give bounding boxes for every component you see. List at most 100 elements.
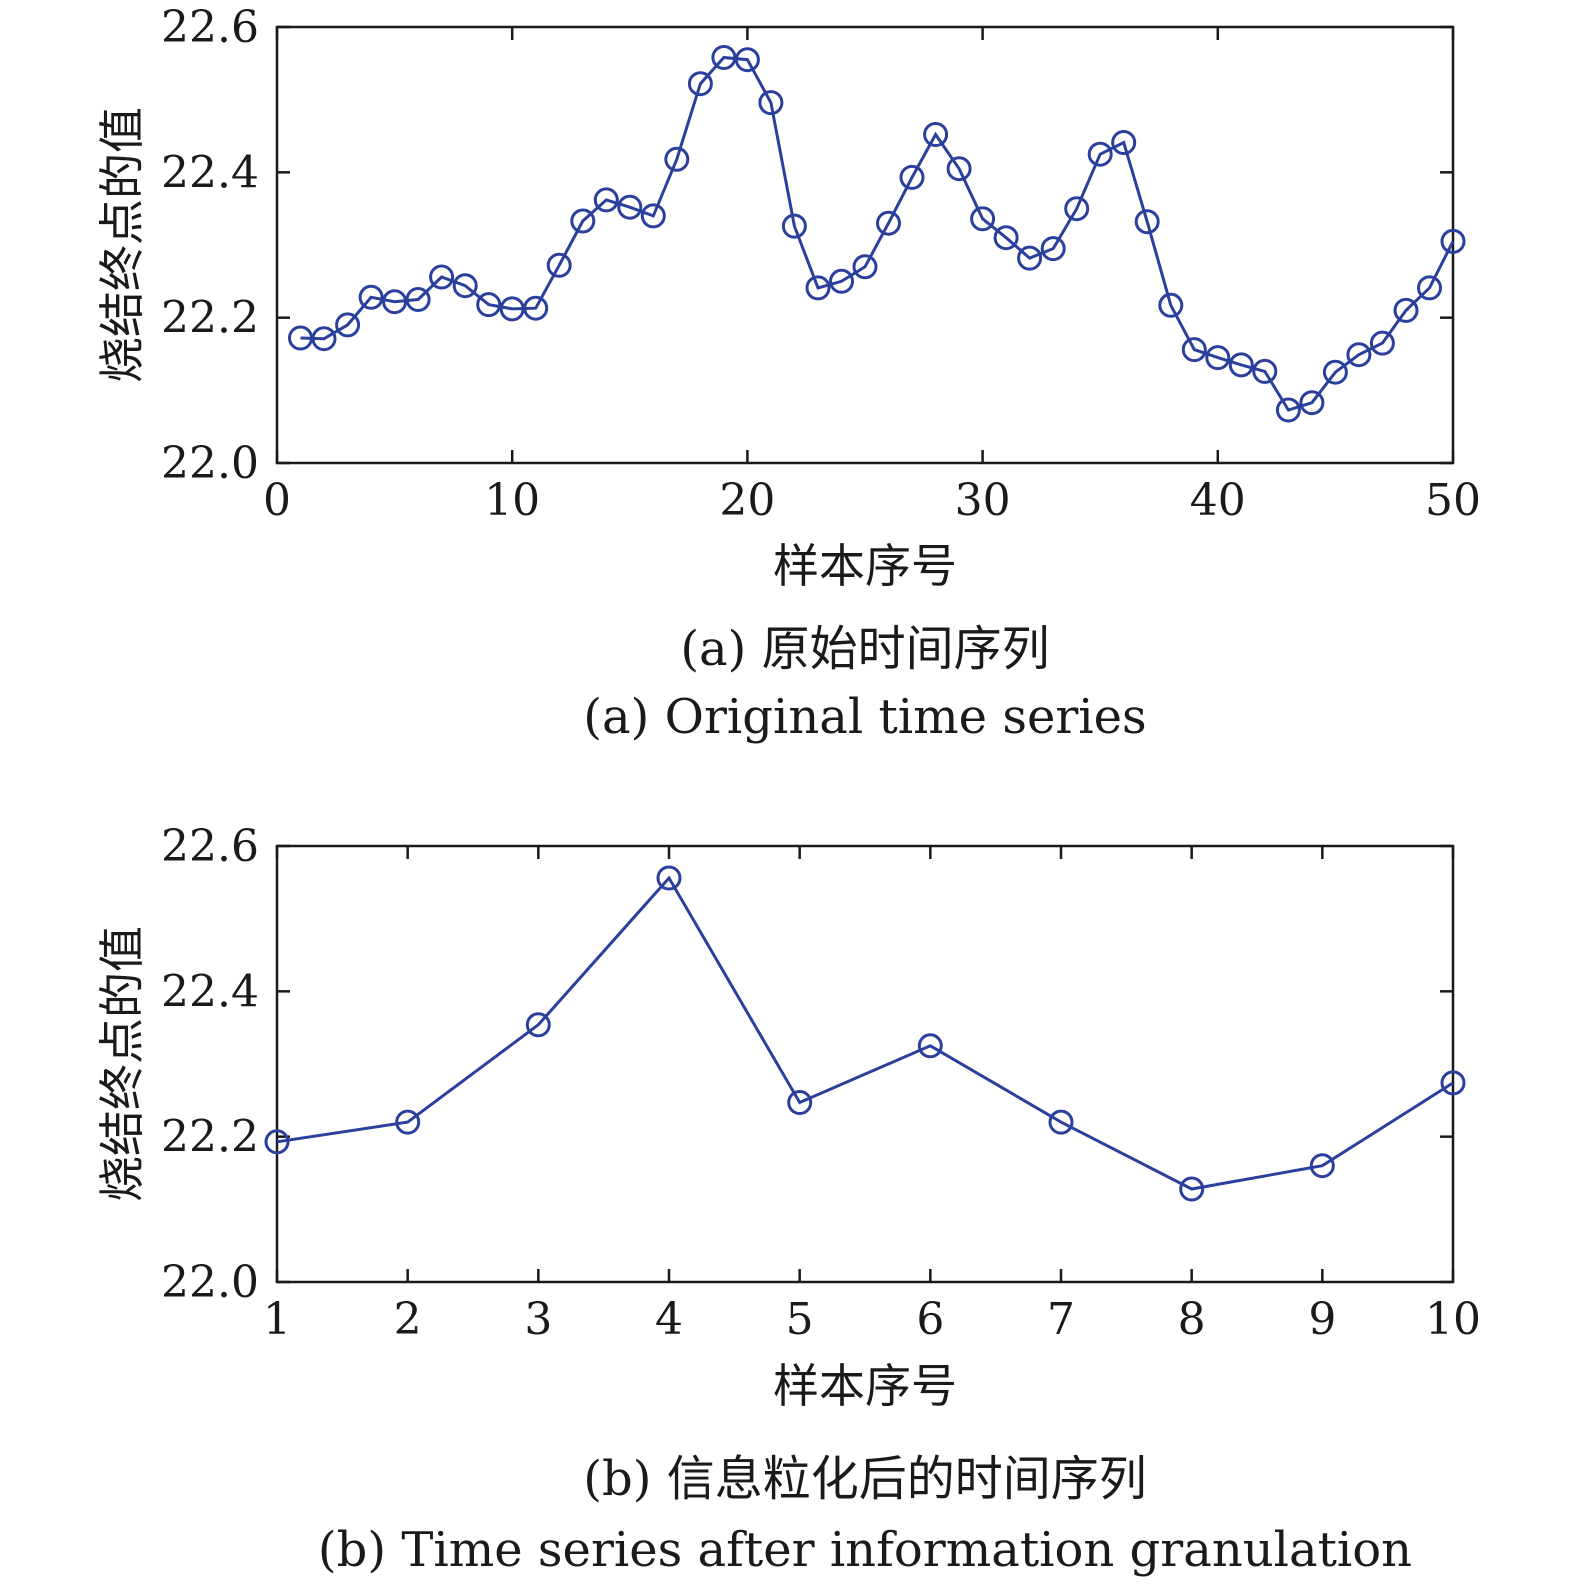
- panel-a-series: [288, 45, 1466, 423]
- panel-b-plot-frame: [275, 844, 1455, 1284]
- x-tick-label: 9: [1308, 1294, 1336, 1345]
- panel-a-caption-en: (a) Original time series: [583, 689, 1146, 745]
- data-point: [358, 284, 384, 310]
- x-tick-label: 30: [955, 475, 1011, 526]
- data-point: [1087, 141, 1113, 167]
- x-tick-label: 40: [1190, 475, 1246, 526]
- x-tick-label: 4: [655, 1294, 683, 1345]
- x-tick-label: 20: [719, 475, 775, 526]
- y-tick-label: 22.2: [161, 293, 259, 344]
- data-point: [711, 45, 737, 70]
- panel-a-y-axis-label: 烧结终点的值: [95, 107, 149, 383]
- panel-a-x-ticks: 0 10 20 30 40 50: [263, 27, 1481, 526]
- data-point: [946, 156, 972, 182]
- data-point: [805, 275, 831, 301]
- data-point: [617, 194, 643, 220]
- x-tick-label: 0: [263, 475, 291, 526]
- panel-b-caption-en: (b) Time series after information granul…: [318, 1522, 1412, 1578]
- data-point: [1111, 130, 1137, 155]
- data-point: [1440, 1070, 1466, 1096]
- data-point: [1205, 345, 1231, 371]
- data-point: [1064, 196, 1090, 222]
- panel-b-x-ticks: 1 2 3 4 5 6 7 8 9 10: [263, 846, 1481, 1345]
- data-point: [1275, 397, 1301, 423]
- data-point: [1134, 209, 1160, 235]
- data-point: [1158, 292, 1184, 318]
- data-point: [405, 287, 431, 312]
- data-point: [993, 225, 1019, 251]
- data-point: [523, 295, 549, 321]
- data-point: [1309, 1153, 1335, 1179]
- data-point: [787, 1090, 813, 1115]
- x-tick-label: 2: [394, 1294, 422, 1345]
- data-point: [1440, 228, 1466, 254]
- data-point: [429, 264, 455, 290]
- y-tick-label: 22.4: [161, 966, 259, 1017]
- data-point: [687, 71, 713, 97]
- data-point: [1040, 236, 1066, 262]
- data-point: [734, 47, 760, 73]
- data-point: [570, 208, 596, 234]
- data-point: [395, 1109, 421, 1135]
- data-point: [656, 865, 682, 891]
- data-point: [1369, 330, 1395, 356]
- data-point: [1181, 337, 1207, 363]
- x-tick-label: 7: [1047, 1294, 1075, 1345]
- panel-a-y-ticks: 22.0 22.2 22.4 22.6: [161, 2, 1453, 489]
- panel-a-x-axis-label: 样本序号: [773, 539, 957, 593]
- data-point: [264, 1129, 290, 1155]
- data-point: [1322, 359, 1348, 385]
- panel-a-plot-frame: [275, 25, 1455, 465]
- data-point: [664, 146, 690, 172]
- data-point: [1346, 342, 1372, 368]
- data-point: [288, 325, 313, 351]
- y-tick-label: 22.6: [161, 2, 259, 53]
- panel-b: 1 2 3 4 5 6 7 8 9 10 22.0 22.2 22.4 22.6 样本序号 烧结终点的值…: [95, 821, 1481, 1578]
- panel-b-caption-zh: (b) 信息粒化后的时间序列: [583, 1451, 1146, 1507]
- x-tick-label: 5: [786, 1294, 814, 1345]
- data-point: [852, 254, 878, 280]
- data-point: [923, 122, 949, 147]
- data-point: [876, 210, 901, 236]
- data-point: [970, 206, 996, 232]
- series-line: [300, 55, 1455, 412]
- panel-b-y-axis-label: 烧结终点的值: [95, 926, 149, 1202]
- data-point: [1228, 352, 1254, 378]
- data-point: [899, 164, 925, 190]
- panel-a-caption-zh: (a) 原始时间序列: [680, 621, 1049, 677]
- data-point: [546, 252, 572, 278]
- panel-b-y-ticks: 22.0 22.2 22.4 22.6: [161, 821, 1453, 1308]
- data-point: [499, 296, 525, 322]
- x-tick-label: 10: [1425, 1294, 1481, 1345]
- y-tick-label: 22.2: [161, 1112, 259, 1163]
- data-point: [1299, 390, 1325, 416]
- data-point: [640, 203, 666, 229]
- data-point: [452, 273, 478, 299]
- data-point: [1252, 358, 1278, 384]
- data-point: [593, 187, 619, 213]
- data-point: [335, 312, 361, 338]
- data-point: [781, 213, 807, 239]
- data-point: [1048, 1109, 1074, 1135]
- data-point: [917, 1033, 943, 1059]
- data-point: [1417, 275, 1442, 301]
- data-point: [1179, 1176, 1205, 1202]
- x-tick-label: 8: [1178, 1294, 1206, 1345]
- x-tick-label: 6: [916, 1294, 944, 1345]
- data-point: [525, 1012, 551, 1038]
- data-point: [1017, 245, 1043, 271]
- data-point: [476, 292, 502, 318]
- series-line: [276, 875, 1454, 1191]
- y-tick-label: 22.4: [161, 147, 259, 198]
- x-tick-label: 50: [1425, 475, 1481, 526]
- x-tick-label: 1: [263, 1294, 291, 1345]
- data-point: [1393, 297, 1419, 323]
- y-tick-label: 22.0: [161, 438, 259, 489]
- panel-b-x-axis-label: 样本序号: [773, 1359, 957, 1413]
- x-tick-label: 3: [524, 1294, 552, 1345]
- data-point: [311, 326, 337, 352]
- data-point: [829, 268, 854, 294]
- y-tick-label: 22.0: [161, 1257, 259, 1308]
- data-point: [758, 90, 784, 116]
